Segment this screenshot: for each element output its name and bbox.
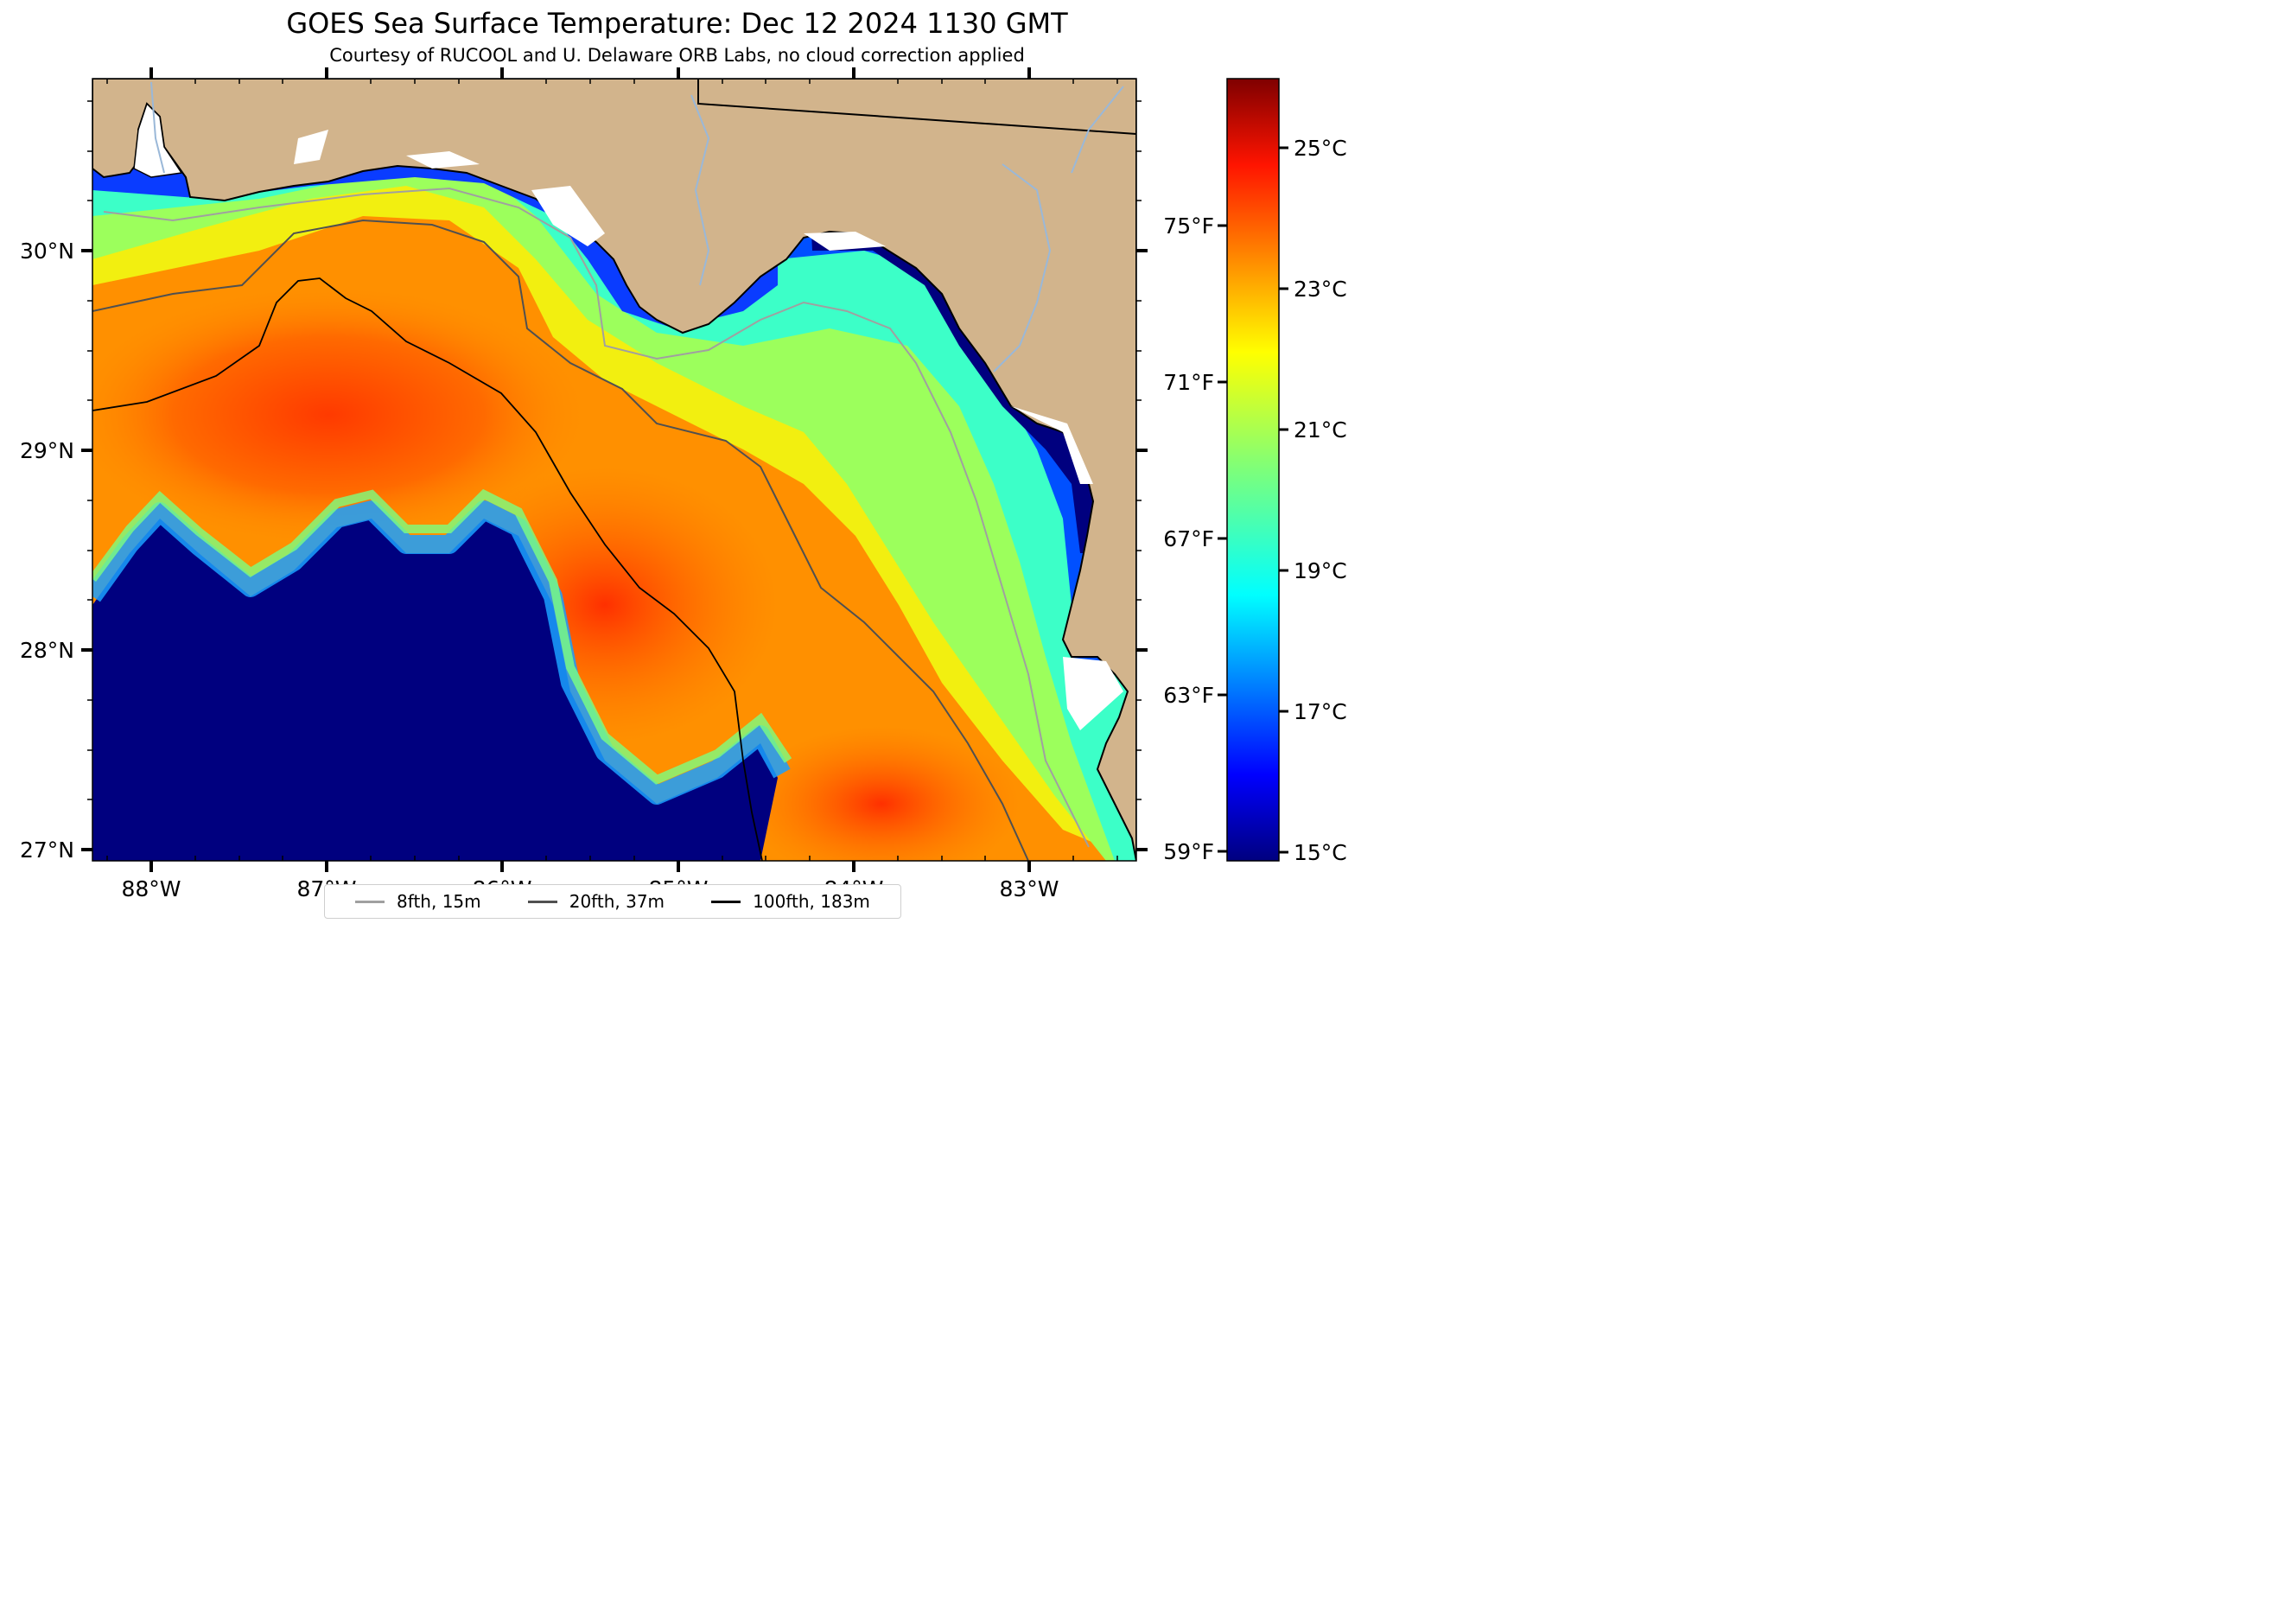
no-data-coast-strip xyxy=(1011,406,1093,484)
legend-line-swatch xyxy=(355,900,385,903)
contour-legend: 8fth, 15m 20fth, 37m 100fth, 183m xyxy=(324,884,901,919)
no-data-stjoe xyxy=(531,186,605,246)
legend-label: 8fth, 15m xyxy=(397,891,481,912)
legend-item-20fth: 20fth, 37m xyxy=(527,891,665,912)
colorbar-f-ticks xyxy=(1218,224,1227,853)
legend-item-100fth: 100fth, 183m xyxy=(711,891,870,912)
map-title: GOES Sea Surface Temperature: Dec 12 202… xyxy=(286,7,1068,40)
lat-tick-label: 30°N xyxy=(20,239,74,264)
fahrenheit-tick-label: 59°F xyxy=(1163,839,1214,864)
lat-tick-label: 28°N xyxy=(20,638,74,663)
sst-map-figure: 88°W 87°W 86°W 85°W 84°W 83°W 30°N 29°N … xyxy=(20,67,1347,901)
state-border xyxy=(697,79,1136,135)
lat-tick-label: 27°N xyxy=(20,837,74,863)
warm-core-south xyxy=(743,726,1020,861)
celsius-tick-label: 25°C xyxy=(1294,136,1347,161)
contour-100fth xyxy=(92,277,763,861)
plot-frame xyxy=(92,78,1137,862)
no-data-bigbend xyxy=(804,232,886,251)
lon-tick-label: 88°W xyxy=(121,876,181,901)
lon-tick-label: 83°W xyxy=(999,876,1059,901)
lat-tick-labels: 30°N 29°N 28°N 27°N xyxy=(20,239,74,863)
fahrenheit-tick-label: 67°F xyxy=(1163,526,1214,551)
map-subtitle: Courtesy of RUCOOL and U. Delaware ORB L… xyxy=(329,45,1025,66)
minor-ticks xyxy=(87,79,1142,861)
river-north xyxy=(1071,86,1124,174)
cold-water-edge xyxy=(92,500,791,805)
legend-label: 20fth, 37m xyxy=(569,891,665,912)
river-alabama xyxy=(150,81,165,174)
celsius-tick-label: 19°C xyxy=(1294,558,1347,583)
contour-20fth xyxy=(92,219,1029,861)
shelf-water-cyan xyxy=(92,79,1136,861)
celsius-tick-label: 17°C xyxy=(1294,699,1347,724)
celsius-tick-label: 23°C xyxy=(1294,277,1347,302)
no-data-mobile-bay xyxy=(133,102,183,178)
legend-line-swatch xyxy=(527,900,557,903)
warm-core-west xyxy=(92,285,588,545)
colorbar-c-ticks xyxy=(1279,146,1288,854)
river-apalachicola xyxy=(690,94,710,286)
lat-tick-label: 29°N xyxy=(20,438,74,463)
colorbar-f-labels: 75°F 71°F 67°F 63°F 59°F xyxy=(1163,213,1214,864)
no-data-pensacola xyxy=(294,130,328,164)
fahrenheit-tick-label: 75°F xyxy=(1163,213,1214,239)
no-data-choctaw xyxy=(406,151,480,169)
map-plot-area xyxy=(92,79,1136,861)
fahrenheit-tick-label: 63°F xyxy=(1163,683,1214,708)
colorbar xyxy=(1226,78,1280,862)
celsius-tick-label: 15°C xyxy=(1294,840,1347,865)
celsius-tick-label: 21°C xyxy=(1294,417,1347,443)
legend-line-swatch xyxy=(711,900,741,903)
legend-label: 100fth, 183m xyxy=(753,891,870,912)
fahrenheit-tick-label: 71°F xyxy=(1163,370,1214,395)
cold-water-fringe xyxy=(92,488,792,785)
colorbar-c-labels: 25°C 23°C 21°C 19°C 17°C 15°C xyxy=(1294,136,1347,865)
cold-water-gulf xyxy=(92,519,778,861)
contour-8fth xyxy=(103,187,1090,848)
river-suwannee xyxy=(993,163,1052,373)
no-data-tampa xyxy=(1063,657,1123,730)
legend-item-8fth: 8fth, 15m xyxy=(355,891,481,912)
major-ticks xyxy=(81,67,1148,872)
